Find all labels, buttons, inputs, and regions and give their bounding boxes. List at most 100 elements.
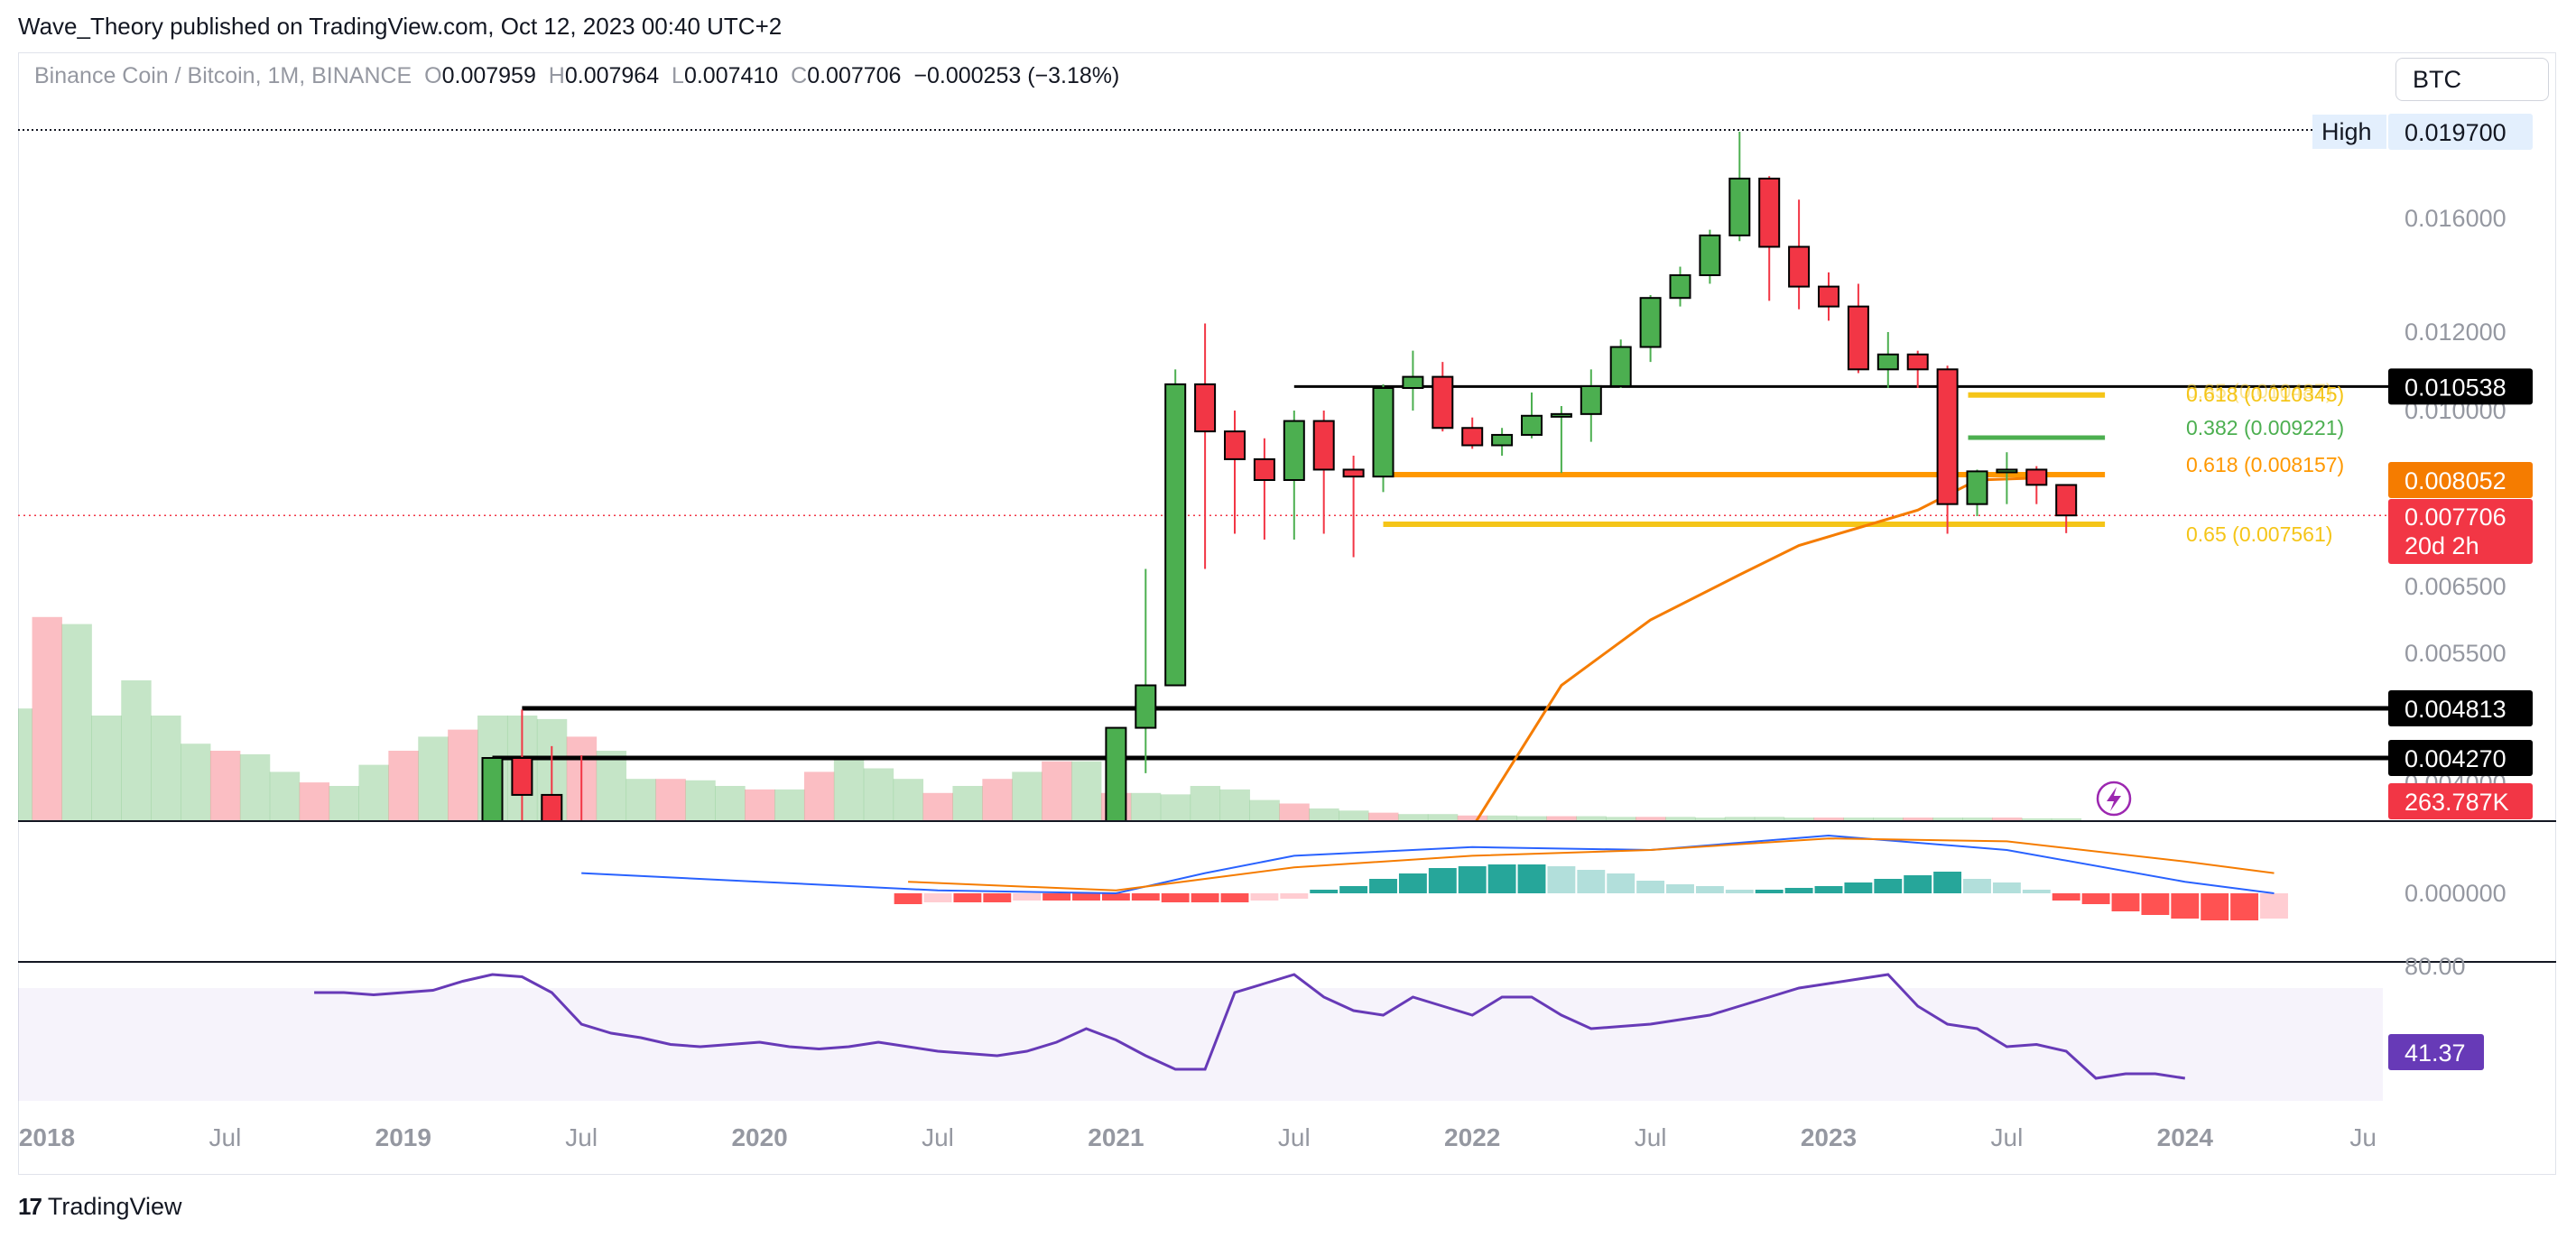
low-label: L: [672, 63, 684, 88]
time-tick-label: Ju: [2349, 1123, 2377, 1151]
candle-body: [2025, 468, 2048, 486]
time-tick-label: 2020: [731, 1123, 787, 1151]
candle[interactable]: [1818, 272, 1839, 321]
candle[interactable]: [1253, 438, 1275, 540]
volume-bar: [1397, 814, 1429, 821]
candle[interactable]: [1936, 365, 1959, 534]
candle-body: [1194, 383, 1217, 433]
high-tag-text: High: [2321, 118, 2372, 145]
volume-bar: [329, 786, 359, 821]
macd-histogram-bar: [1428, 868, 1457, 893]
candle[interactable]: [1224, 411, 1246, 534]
price-tick-label: 0.012000: [2405, 319, 2507, 346]
volume-tag[interactable]: 263.787K: [2388, 783, 2533, 819]
volume-bar: [893, 779, 924, 821]
candle[interactable]: [1580, 369, 1602, 442]
candle[interactable]: [1876, 332, 1899, 388]
candle-body: [1312, 420, 1335, 471]
macd-histogram-bar: [1161, 893, 1190, 902]
level-tag-mid[interactable]: 0.004813: [2388, 690, 2533, 726]
candle[interactable]: [511, 709, 533, 849]
candle[interactable]: [1135, 568, 1157, 773]
candle-body: [1253, 457, 1275, 481]
candle[interactable]: [1372, 383, 1395, 493]
candle-body: [541, 793, 563, 821]
candle[interactable]: [1847, 283, 1869, 374]
high-price-tag[interactable]: 0.019700: [2388, 114, 2533, 150]
candle[interactable]: [1550, 406, 1572, 474]
fib-label: 0.65 (0.010487): [2186, 380, 2332, 403]
tradingview-logo-icon: 17: [18, 1193, 42, 1220]
symbol-legend: Binance Coin / Bitcoin, 1M, BINANCE O0.0…: [34, 63, 1119, 89]
candle[interactable]: [541, 745, 563, 914]
volume-bar: [1516, 816, 1547, 821]
candle[interactable]: [1194, 323, 1217, 569]
macd-histogram-bar: [1013, 893, 1042, 901]
rsi-value-tag[interactable]: 41.37: [2388, 1034, 2484, 1070]
candle[interactable]: [1788, 199, 1811, 310]
candle[interactable]: [481, 757, 504, 1022]
candle[interactable]: [1609, 339, 1632, 388]
price-tick-label: 0.016000: [2405, 205, 2507, 232]
candle[interactable]: [2025, 466, 2048, 504]
candle-body: [1669, 274, 1691, 300]
macd-zero-label: 0.000000: [2405, 880, 2507, 907]
candle-body: [1728, 177, 1751, 236]
candle-body: [1521, 414, 1543, 436]
candle[interactable]: [1312, 411, 1335, 534]
candle[interactable]: [1966, 469, 1988, 516]
candle[interactable]: [1521, 393, 1543, 439]
volume-bar: [448, 729, 478, 821]
candle-body: [1372, 387, 1395, 478]
candle[interactable]: [1728, 132, 1751, 242]
level-tag-upper[interactable]: 0.010538: [2388, 368, 2533, 405]
candle[interactable]: [1342, 456, 1365, 558]
volume-bar: [1042, 761, 1072, 821]
candle[interactable]: [1432, 362, 1454, 432]
volume-bar: [1665, 817, 1696, 821]
countdown-text: 20d 2h: [2405, 532, 2479, 559]
candle[interactable]: [1758, 176, 1781, 301]
currency-button[interactable]: BTC: [2395, 58, 2549, 101]
macd-histogram-bar: [1963, 879, 1991, 893]
lightning-icon[interactable]: [2096, 781, 2132, 817]
candle[interactable]: [1639, 295, 1662, 363]
candle-body: [1699, 234, 1721, 276]
candle[interactable]: [1283, 411, 1305, 540]
candle[interactable]: [1461, 417, 1484, 449]
footer-brand[interactable]: 17 TradingView: [18, 1193, 182, 1221]
candle[interactable]: [1669, 266, 1691, 307]
ma-price-tag[interactable]: 0.008052: [2388, 462, 2533, 498]
fib-label: 0.65 (0.007561): [2186, 522, 2332, 546]
time-tick-label: Jul: [209, 1123, 242, 1151]
candle-body: [1402, 375, 1424, 390]
macd-histogram-bar: [1666, 884, 1694, 893]
fib-label: 0.618 (0.008157): [2186, 453, 2344, 476]
volume-bar: [1576, 816, 1607, 821]
macd-histogram-bar: [2111, 893, 2140, 911]
level-tag-lower[interactable]: 0.004270: [2388, 740, 2533, 776]
candle[interactable]: [571, 754, 591, 968]
volume-bar: [655, 779, 686, 821]
candle[interactable]: [1699, 229, 1721, 284]
macd-histogram-bar: [1755, 890, 1784, 893]
candle[interactable]: [1491, 428, 1514, 457]
candle[interactable]: [1164, 369, 1187, 687]
candle[interactable]: [1996, 452, 2018, 504]
macd-histogram-bar: [894, 893, 922, 904]
publisher-line: Wave_Theory published on TradingView.com…: [18, 13, 783, 40]
candle[interactable]: [1906, 350, 1929, 388]
volume-bar: [209, 751, 241, 821]
candle-body: [1936, 368, 1959, 505]
candle[interactable]: [2055, 484, 2078, 533]
macd-histogram-bar: [2260, 893, 2288, 919]
volume-bar: [1130, 792, 1162, 821]
time-tick-label: 2019: [375, 1123, 431, 1151]
candle[interactable]: [1105, 726, 1127, 947]
volume-bar: [418, 736, 449, 821]
last-price-bg: [2388, 499, 2533, 564]
candle[interactable]: [1402, 350, 1424, 411]
candle-body: [1876, 353, 1899, 371]
